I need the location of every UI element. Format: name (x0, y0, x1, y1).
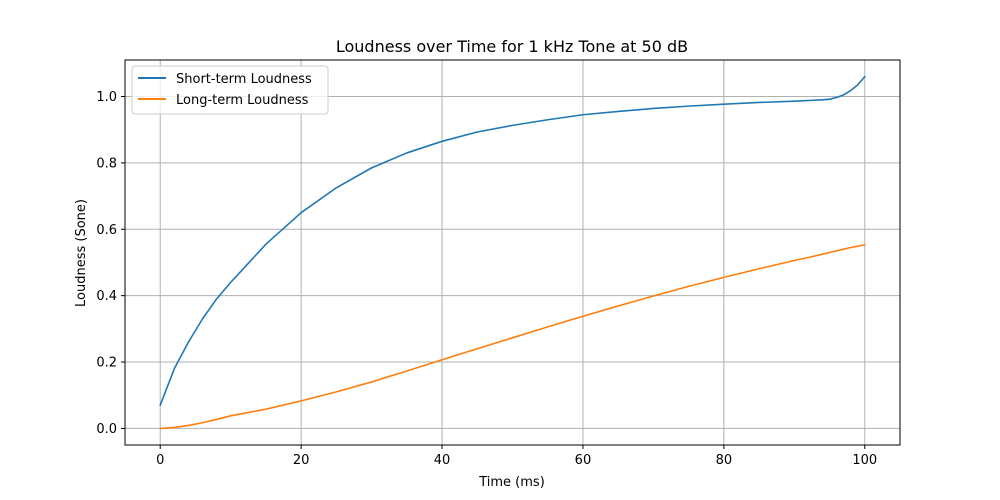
series-layer (159, 75, 866, 430)
x-axis-label: Time (ms) (478, 475, 545, 490)
series-line-short-term (159, 75, 866, 406)
legend-label-short-term: Short-term Loudness (176, 72, 312, 87)
legend-label-long-term: Long-term Loudness (176, 93, 309, 108)
x-tick-label: 0 (156, 453, 164, 468)
plot-area (125, 60, 900, 445)
x-tick-label: 100 (852, 453, 877, 468)
legend: Short-term Loudness Long-term Loudness (131, 65, 329, 115)
x-tick-label: 60 (575, 453, 592, 468)
y-axis-label: Loudness (Sone) (74, 199, 89, 307)
chart-title: Loudness over Time for 1 kHz Tone at 50 … (336, 37, 688, 56)
x-tick-label: 80 (716, 453, 733, 468)
y-tick-label: 0.4 (96, 289, 117, 304)
y-tick-label: 0.6 (96, 223, 117, 238)
legend-box (131, 65, 329, 115)
x-tick-label: 20 (293, 453, 310, 468)
y-tick-label: 0.8 (96, 156, 117, 171)
y-tick-label: 1.0 (96, 90, 117, 105)
x-tick-label: 40 (434, 453, 451, 468)
ticks: 0 20 40 60 80 100 0.0 0.2 0.4 0.6 0.8 1.0 (96, 90, 877, 468)
plot-frame (124, 59, 901, 446)
y-tick-label: 0.2 (96, 356, 117, 371)
y-tick-label: 0.0 (96, 422, 117, 437)
series-line-long-term (159, 244, 866, 430)
